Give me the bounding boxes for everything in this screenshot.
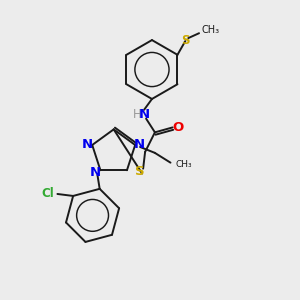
Text: CH₃: CH₃ [176,160,192,169]
Text: O: O [173,121,184,134]
Text: N: N [134,137,145,151]
Text: S: S [135,165,145,178]
Text: N: N [82,137,93,151]
Text: N: N [90,166,101,179]
Text: Cl: Cl [41,188,54,200]
Text: H: H [133,108,142,121]
Text: N: N [139,108,150,121]
Text: CH₃: CH₃ [202,25,220,35]
Text: S: S [181,34,190,46]
